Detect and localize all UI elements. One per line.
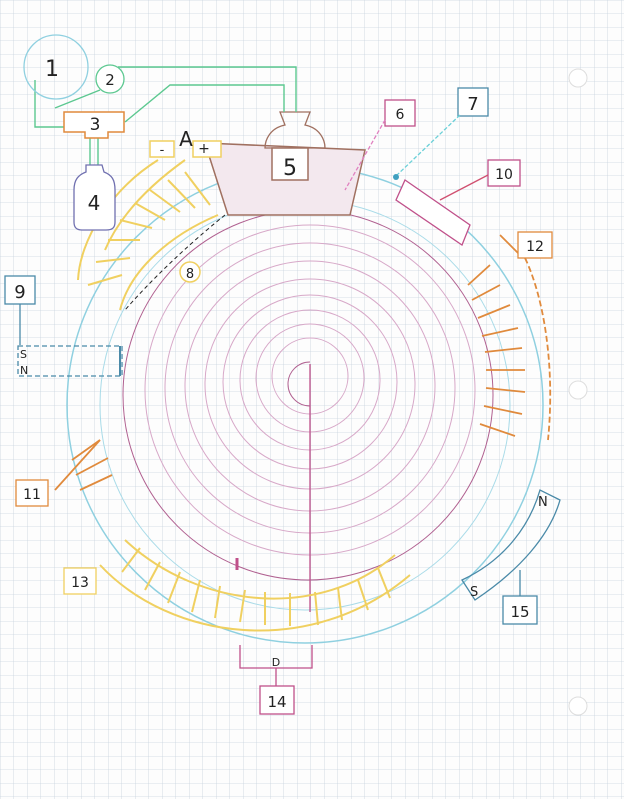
gas-lines bbox=[34, 66, 297, 165]
right-magnet-s-label: S bbox=[470, 585, 478, 600]
dashed-path-8 bbox=[124, 214, 226, 311]
spiral-orbit bbox=[122, 209, 494, 581]
arrow-7 bbox=[395, 114, 461, 177]
label-6: 6 bbox=[396, 107, 405, 123]
injection-point bbox=[393, 174, 399, 180]
label-14: 14 bbox=[267, 693, 286, 711]
arrow-6 bbox=[344, 119, 386, 191]
yellow-electrode-bottom bbox=[99, 539, 411, 632]
label-15: 15 bbox=[510, 603, 529, 621]
arrow-10 bbox=[439, 174, 489, 201]
label-12: 12 bbox=[526, 239, 544, 255]
label-8: 8 bbox=[186, 267, 194, 282]
left-magnet-n-label: N bbox=[20, 364, 28, 377]
ammeter-label: A bbox=[179, 127, 193, 151]
slit-label: D bbox=[272, 656, 280, 669]
label-7: 7 bbox=[467, 94, 478, 115]
minus-terminal bbox=[149, 140, 175, 158]
label-11: 11 bbox=[23, 487, 41, 503]
gas-bottle bbox=[73, 164, 116, 231]
deflector-plate bbox=[395, 179, 471, 246]
right-magnet-n-label: N bbox=[538, 495, 548, 510]
label-9: 9 bbox=[14, 282, 25, 303]
component-2-circle bbox=[95, 64, 125, 94]
component-1-circle bbox=[23, 34, 89, 100]
label-5: 5 bbox=[283, 156, 297, 181]
label-13: 13 bbox=[71, 575, 89, 591]
hole-punches bbox=[568, 68, 588, 716]
label-4: 4 bbox=[88, 191, 101, 215]
component-3-box bbox=[63, 111, 125, 139]
label-10: 10 bbox=[495, 167, 513, 183]
flask-neck bbox=[264, 111, 326, 149]
orange-deflector-left bbox=[54, 439, 113, 491]
plus-terminal bbox=[192, 140, 222, 158]
slit-bracket bbox=[239, 645, 313, 686]
label-3: 3 bbox=[90, 115, 101, 135]
label-1: 1 bbox=[45, 57, 59, 82]
label-2: 2 bbox=[105, 71, 115, 89]
right-magnet bbox=[461, 489, 561, 601]
left-magnet bbox=[17, 345, 123, 377]
left-magnet-s-label: S bbox=[20, 348, 27, 361]
orange-deflector-right bbox=[467, 234, 552, 441]
plus-label: + bbox=[198, 141, 210, 157]
minus-label: - bbox=[160, 143, 165, 158]
